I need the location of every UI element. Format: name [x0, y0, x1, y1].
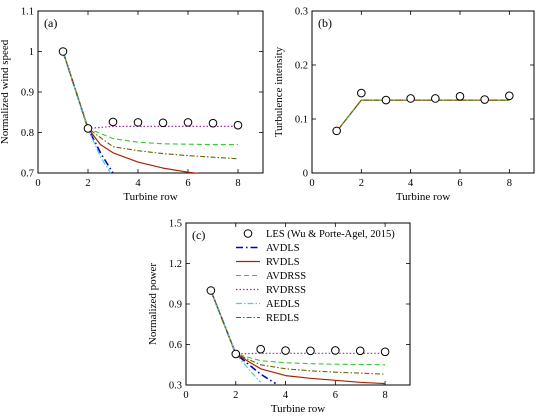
x-tick-label: 8 — [382, 390, 387, 401]
y-tick-label: 1.2 — [169, 259, 182, 270]
legend-label: AVDLS — [266, 243, 300, 254]
series-line-avdrss — [336, 99, 510, 132]
panel-label: (a) — [44, 16, 57, 30]
series-line-redls — [62, 51, 239, 160]
y-tick-label: 0.9 — [169, 300, 182, 311]
x-tick-label: 2 — [359, 178, 364, 189]
x-tick-label: 8 — [507, 178, 512, 189]
y-tick-label: 0 — [303, 169, 308, 180]
les-data-point — [380, 347, 390, 357]
series-line-rvdrss — [210, 290, 386, 355]
series-line-rvdls — [336, 99, 510, 132]
panel-c: 0 2 4 6 8 0.3 0.6 0.9 1.2 1.5 Turbine row Normalize… — [147, 219, 411, 415]
x-tick-label: 6 — [457, 178, 462, 189]
les-data-point — [406, 94, 415, 103]
legend-label: RVDLS — [266, 257, 300, 268]
legend: LES (Wu & Porte-Agel, 2015) AVDLS RVDLS AVD… — [236, 229, 395, 324]
x-tick-label: 2 — [85, 178, 90, 189]
legend-label: AEDLS — [266, 299, 300, 310]
x-tick-label: 2 — [233, 390, 238, 401]
les-data-point — [355, 346, 365, 356]
y-tick-label: 0.2 — [295, 61, 308, 72]
x-tick-label: 6 — [333, 390, 338, 401]
x-tick-label: 8 — [235, 178, 240, 189]
series-line-avdrss — [62, 51, 238, 146]
y-axis-label: Normalized wind speed — [0, 39, 11, 144]
y-tick-label: 0.9 — [21, 88, 34, 99]
panel-label: (c) — [192, 228, 205, 242]
les-data-point — [108, 117, 118, 127]
panel-b: 0 2 4 6 8 0 0.1 0.2 0.3 Turbine row Turbulence int… — [273, 7, 535, 203]
y-tick-label: 1 — [29, 47, 34, 58]
x-tick-label: 4 — [135, 178, 141, 189]
les-data-point — [208, 118, 218, 128]
les-data-point — [281, 346, 290, 355]
les-data-point — [332, 126, 341, 136]
y-tick-label: 0.8 — [21, 128, 34, 139]
series-line-redls — [336, 99, 510, 132]
les-data-point — [58, 47, 68, 56]
les-data-point — [357, 88, 366, 98]
panel-a: 0 2 4 6 8 0.7 0.8 0.9 1 1.1 Turbine row Normalized … — [0, 7, 264, 203]
y-tick-label: 0.7 — [21, 169, 34, 180]
les-data-point — [256, 344, 265, 354]
x-axis-label: Turbine row — [271, 403, 325, 415]
les-data-point — [183, 118, 193, 127]
series-line-rvdrss — [62, 51, 238, 129]
y-axis-label: Turbulence intensity — [273, 46, 285, 137]
les-data-point — [381, 95, 391, 105]
legend-label: REDLS — [266, 313, 299, 324]
les-data-point — [306, 346, 315, 356]
les-data-point — [233, 120, 243, 130]
x-tick-label: 6 — [185, 178, 190, 189]
x-tick-label: 0 — [309, 178, 314, 189]
les-data-point — [206, 286, 216, 295]
legend-marker-les — [243, 229, 253, 238]
les-data-point — [83, 124, 93, 133]
les-data-point — [431, 94, 440, 103]
les-data-point — [331, 346, 340, 355]
series-line-rvdls — [210, 290, 386, 385]
x-axis-label: Turbine row — [396, 191, 450, 203]
y-tick-label: 1.1 — [21, 7, 34, 18]
les-data-point — [480, 95, 489, 104]
les-data-point — [133, 118, 143, 127]
les-data-point — [455, 92, 465, 101]
x-axis-label: Turbine row — [123, 191, 177, 203]
legend-label: AVDRSS — [266, 271, 306, 282]
series-line-avdls — [62, 51, 114, 173]
les-data-point — [505, 91, 514, 101]
axes-frame — [311, 10, 535, 174]
y-tick-label: 0.3 — [169, 381, 182, 392]
x-tick-label: 0 — [183, 390, 188, 401]
legend-label: RVDRSS — [266, 285, 306, 296]
les-data-point — [158, 118, 168, 128]
axes-frame — [37, 10, 264, 174]
y-tick-label: 0.3 — [295, 7, 308, 18]
x-tick-label: 0 — [35, 178, 40, 189]
y-axis-label: Normalized power — [147, 263, 159, 345]
series-line-avdrss — [210, 290, 386, 366]
y-tick-label: 0.1 — [295, 115, 308, 126]
series-line-rvdls — [62, 51, 201, 173]
panel-label: (b) — [318, 16, 332, 30]
series-line-redls — [210, 290, 386, 375]
y-tick-label: 0.6 — [169, 340, 182, 351]
y-tick-label: 1.5 — [169, 219, 182, 230]
series-line-aedls — [62, 51, 112, 173]
x-tick-label: 4 — [283, 390, 289, 401]
legend-label: LES (Wu & Porte-Agel, 2015) — [266, 229, 395, 240]
les-data-point — [231, 349, 241, 359]
x-tick-label: 4 — [408, 178, 414, 189]
